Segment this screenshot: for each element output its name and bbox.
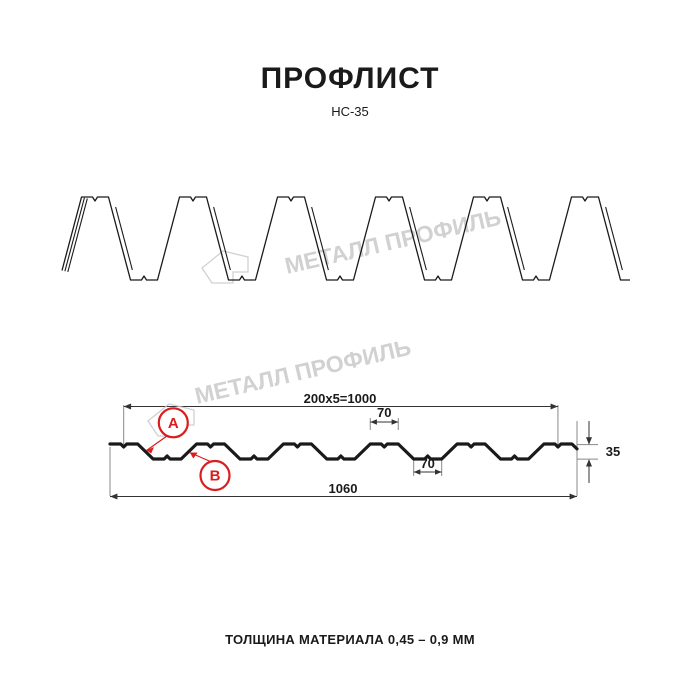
svg-text:B: B — [210, 468, 221, 485]
svg-text:200x5=1000: 200x5=1000 — [304, 391, 377, 406]
svg-text:35: 35 — [606, 444, 620, 459]
svg-text:A: A — [168, 415, 179, 432]
svg-text:1060: 1060 — [329, 481, 358, 496]
svg-text:70: 70 — [377, 405, 391, 420]
svg-text:МЕТАЛЛ ПРОФИЛЬ: МЕТАЛЛ ПРОФИЛЬ — [282, 204, 503, 279]
